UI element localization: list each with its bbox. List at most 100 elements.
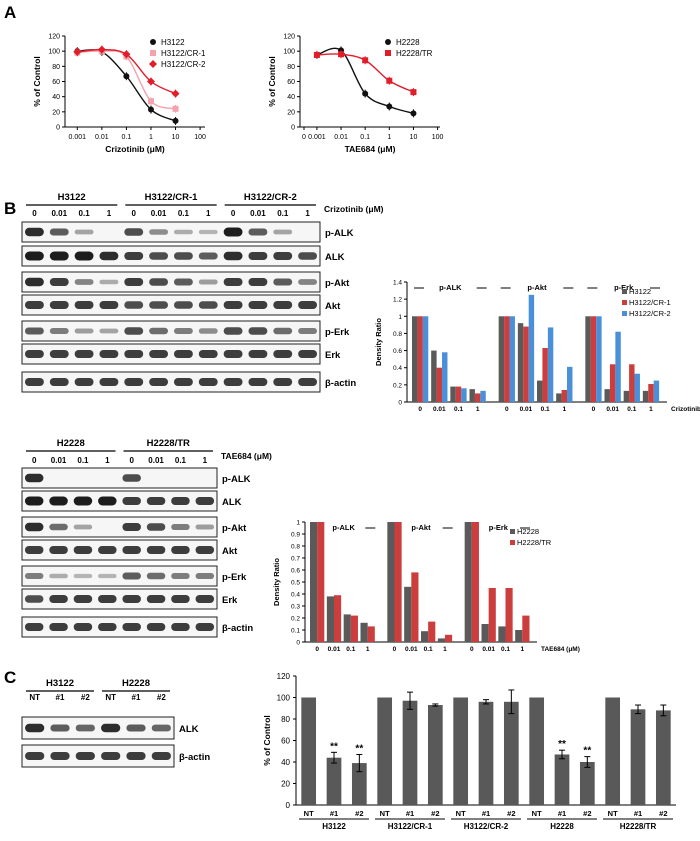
lane-label: 0.01 xyxy=(250,209,266,218)
x-tick-label: 1 xyxy=(476,406,480,413)
blot-band xyxy=(99,279,119,285)
x-tick-label: 0 xyxy=(418,406,422,413)
y-tick-label: 0.2 xyxy=(393,382,402,389)
lane-label: 0 xyxy=(32,209,37,218)
bar-H2228 xyxy=(387,522,395,642)
blot-band xyxy=(149,278,169,286)
drug-label: TAE684 (μM) xyxy=(221,451,272,461)
panel-label-a: A xyxy=(4,3,16,22)
y-tick-label: 20 xyxy=(281,780,290,789)
cell-line-label: H3122/CR-1 xyxy=(145,192,199,203)
data-point xyxy=(122,50,131,59)
lane-label: 1 xyxy=(203,456,208,465)
x-tick-label: 0.01 xyxy=(520,406,533,413)
significance-mark: ** xyxy=(558,739,566,750)
blot-band xyxy=(124,350,144,358)
blot-band xyxy=(74,378,94,386)
legend-swatch xyxy=(510,529,515,534)
blot-band xyxy=(24,595,44,603)
y-tick-label: 0 xyxy=(398,400,402,407)
bar-H2228 xyxy=(404,586,412,642)
blot-band xyxy=(149,229,169,235)
blot-band xyxy=(171,546,190,554)
legend-label: H2228/TR xyxy=(517,538,552,547)
bar-H3122/CR-1 xyxy=(648,384,654,402)
y-tick-label: 1 xyxy=(398,314,402,321)
x-tick-label: 1 xyxy=(521,646,525,653)
blot-band xyxy=(248,350,268,358)
y-tick-label: 100 xyxy=(48,49,60,56)
blot-band xyxy=(98,573,117,579)
blot-band xyxy=(149,252,169,260)
blot-band xyxy=(122,572,141,580)
blot-band xyxy=(122,623,141,631)
group-label: H3122/CR-1 xyxy=(388,822,433,831)
lane-label: #2 xyxy=(157,693,166,702)
y-tick-label: 0 xyxy=(296,640,300,647)
blot-band xyxy=(223,327,243,335)
x-tick-label: 0.1 xyxy=(346,646,355,653)
bar xyxy=(427,705,443,805)
bar-H3122/CR-2 xyxy=(615,331,621,402)
protein-label: Akt xyxy=(325,301,341,312)
x-tick-label: 0.001 xyxy=(69,134,87,141)
blot-band xyxy=(49,623,68,631)
protein-label: ALK xyxy=(325,252,345,263)
x-tick-label: 0 xyxy=(592,406,596,413)
bar xyxy=(478,701,494,805)
data-point xyxy=(172,105,179,112)
western-blot-crizotinib: H3122 H3122/CR-1 H3122/CR-2 0 0.01 0.1 1 0 0.01 0… xyxy=(21,192,384,393)
x-tick-label: 10 xyxy=(410,134,418,141)
data-point xyxy=(338,51,345,58)
blot-band xyxy=(74,279,94,285)
bar-H2228/TR xyxy=(428,621,436,642)
blot-band xyxy=(49,350,69,358)
y-axis-label: Density Ratio xyxy=(374,318,383,366)
lane-label: 0 xyxy=(231,209,236,218)
blot-row-β-actin xyxy=(21,616,218,638)
bar-H3122/CR-2 xyxy=(528,294,535,402)
x-tick-label: 0.01 xyxy=(328,646,341,653)
y-tick-label: 1 xyxy=(296,520,300,527)
bar xyxy=(453,697,469,805)
blot-band xyxy=(122,546,141,554)
significance-mark: ** xyxy=(330,741,338,752)
x-tick-label: NT xyxy=(304,809,314,818)
data-point xyxy=(172,117,179,124)
blot-band xyxy=(99,328,119,334)
x-tick-label: 10 xyxy=(172,134,180,141)
protein-label: ALK xyxy=(179,724,199,735)
y-tick-label: 0.6 xyxy=(291,568,300,575)
group-label: p-ALK xyxy=(439,283,462,292)
blot-band xyxy=(24,522,44,532)
y-tick-label: 0.8 xyxy=(291,544,300,551)
bar-H3122/CR-1 xyxy=(455,386,462,402)
data-point xyxy=(97,45,106,54)
bar-H3122/CR-1 xyxy=(590,316,597,402)
legend-label: H3122/CR-1 xyxy=(161,49,206,58)
blot-band xyxy=(124,228,144,236)
blot-band xyxy=(223,278,243,286)
y-tick-label: 120 xyxy=(283,34,295,41)
blot-band xyxy=(248,301,268,309)
blot-band xyxy=(298,279,318,285)
x-tick-label: 0.1 xyxy=(541,406,550,413)
blot-band xyxy=(24,473,44,483)
drug-label: Crizotinib (μM) xyxy=(324,204,384,214)
blot-band xyxy=(122,497,141,505)
blot-band xyxy=(146,572,166,580)
x-tick-label: 0 xyxy=(393,646,397,653)
bar-H2228 xyxy=(310,522,318,642)
legend-marker xyxy=(149,60,157,68)
y-tick-label: 40 xyxy=(281,758,290,767)
blot-band xyxy=(273,327,293,335)
group-label: p-Akt xyxy=(411,523,431,532)
bar xyxy=(630,709,646,805)
blot-band xyxy=(173,350,193,358)
panel-label-c: C xyxy=(4,668,16,687)
protein-label: ALK xyxy=(222,497,242,508)
blot-band xyxy=(173,278,193,286)
y-tick-label: 100 xyxy=(283,49,295,56)
